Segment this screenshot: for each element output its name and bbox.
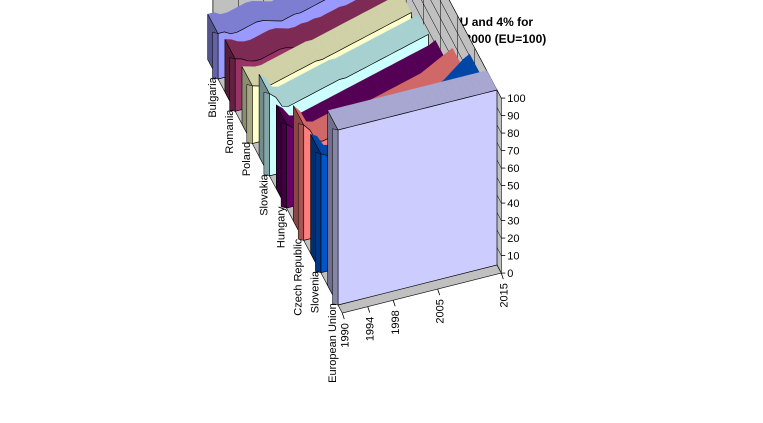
x-tick <box>392 300 396 307</box>
ribbon-ledge <box>315 152 322 274</box>
y-tick-label: 30 <box>507 216 519 228</box>
ribbon-ledge <box>297 123 304 241</box>
x-tick-label: 2015 <box>498 283 510 307</box>
x-tick-label: 1990 <box>339 323 351 347</box>
ribbon-face <box>337 89 498 306</box>
x-tick <box>367 306 371 313</box>
x-tick-label: 2005 <box>435 299 447 323</box>
series-european-union <box>327 70 498 306</box>
series-label: Slovakia <box>258 173 270 215</box>
ribbon-ledge <box>280 122 287 209</box>
ribbon-ledge <box>332 128 339 306</box>
y-tick-label: 70 <box>507 146 519 158</box>
ribbon-ledge <box>263 91 270 177</box>
y-tick-label: 90 <box>507 111 519 123</box>
series-label: European Union <box>327 303 339 383</box>
x-tick <box>500 272 504 280</box>
series-label: Bulgaria <box>207 76 219 117</box>
series-label: Poland <box>241 142 253 176</box>
gridline <box>439 0 502 116</box>
x-tick <box>341 312 345 320</box>
y-tick-label: 100 <box>507 93 525 105</box>
y-tick-label: 0 <box>507 268 513 280</box>
x-tick-label: 1994 <box>365 317 377 341</box>
ribbon-ledge <box>212 31 219 80</box>
y-tick-label: 20 <box>507 233 519 245</box>
y-tick-label: 40 <box>507 198 519 210</box>
x-tick <box>437 288 441 296</box>
series-label: Romania <box>224 109 236 154</box>
y-tick-label: 10 <box>507 251 519 263</box>
ribbon-ledge <box>246 84 253 144</box>
y-tick-label: 60 <box>507 163 519 175</box>
gridline <box>430 0 502 134</box>
series-label: Hungary <box>275 206 287 248</box>
y-tick-label: 50 <box>507 181 519 193</box>
x-tick-label: 1998 <box>390 310 402 334</box>
gridline <box>448 0 502 99</box>
series-label: Slovenia <box>310 270 322 313</box>
series-label: Czech Republic <box>293 238 305 316</box>
ribbon-ledge <box>229 57 236 112</box>
y-tick-label: 80 <box>507 128 519 140</box>
